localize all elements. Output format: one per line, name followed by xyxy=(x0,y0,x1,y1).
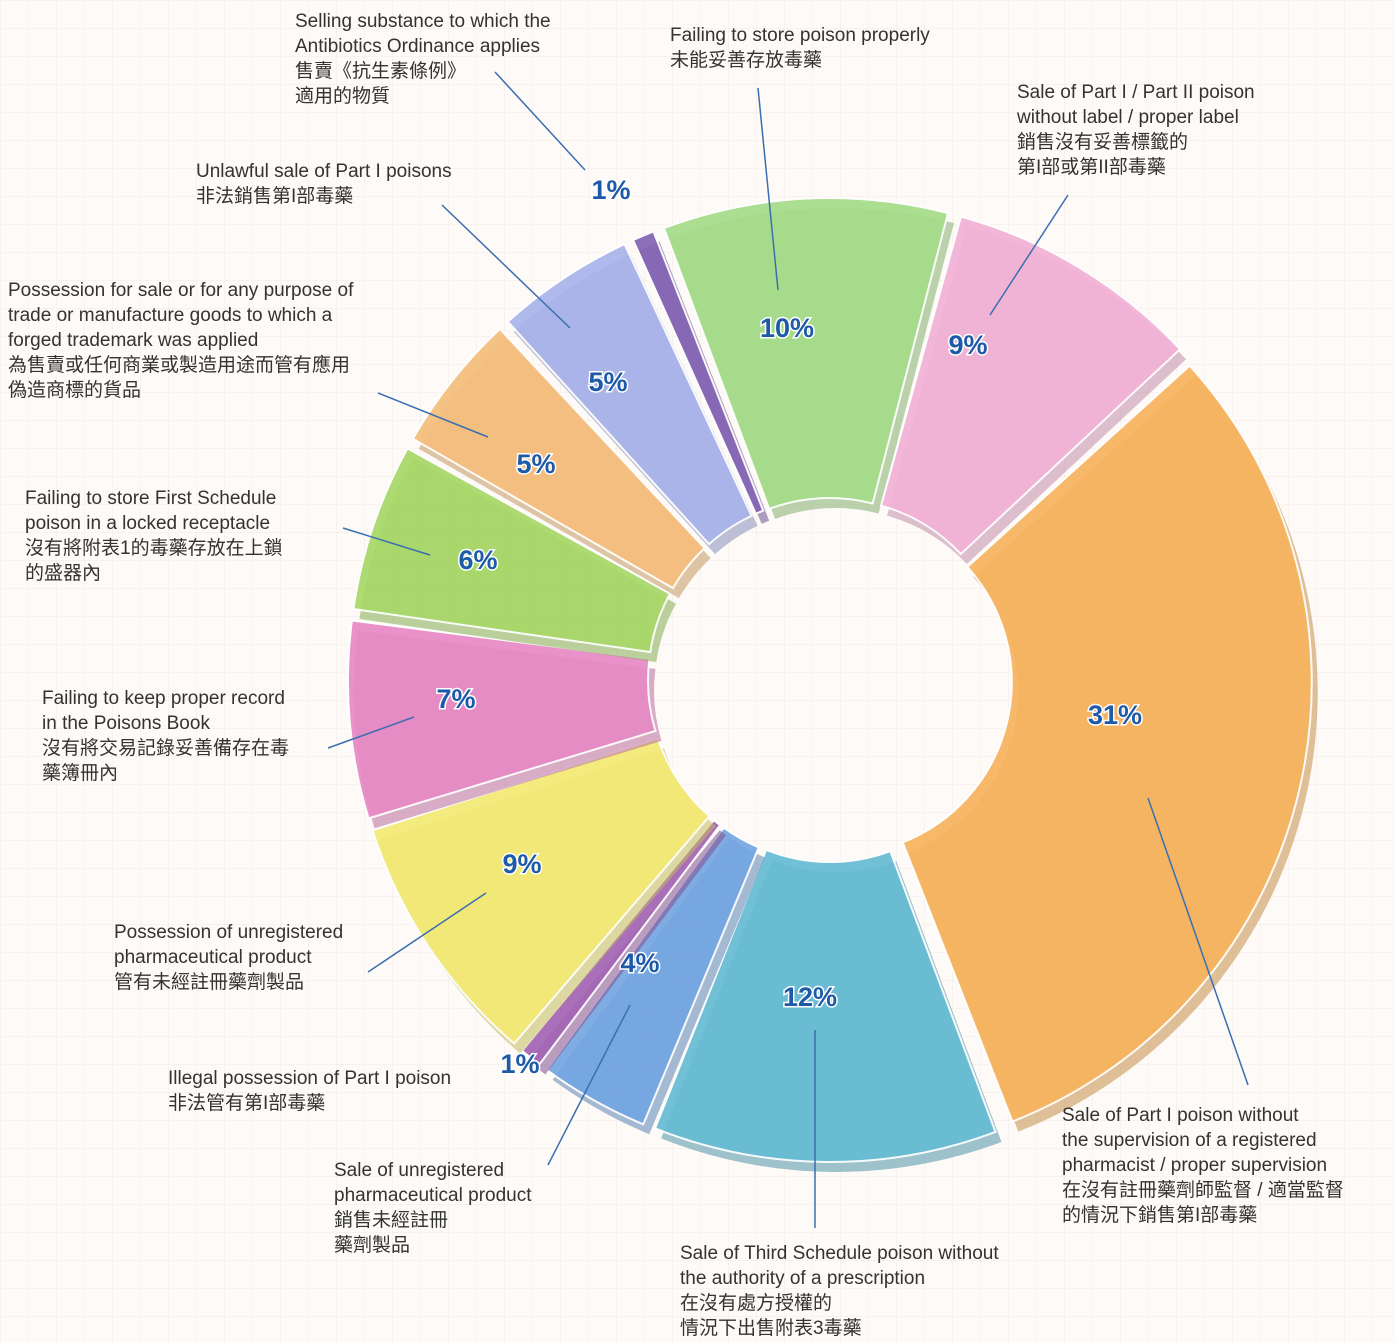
label-line: without label / proper label xyxy=(1016,107,1239,128)
segment-label: Sale of Third Schedule poison without the… xyxy=(680,1243,999,1339)
label-line: 情況下出售附表3毒藥 xyxy=(680,1317,862,1339)
label-line: 為售賣或任何商業或製造用途而管有應用 xyxy=(8,353,350,376)
label-line: 適用的物質 xyxy=(295,85,390,107)
label-line: 銷售沒有妥善標籤的 xyxy=(1017,131,1188,153)
segment xyxy=(631,230,765,516)
label-line: the supervision of a registered xyxy=(1062,1130,1317,1151)
label-line: 的盛器內 xyxy=(25,562,101,584)
label-line: 在沒有註冊藥劑師監督 / 適當監督 xyxy=(1062,1179,1344,1201)
value-label: 10% xyxy=(760,313,814,343)
segment-label: Possession of unregistered pharmaceutical… xyxy=(114,922,343,993)
leader-line xyxy=(377,392,489,438)
segment xyxy=(371,737,712,1046)
segment-label: Failing to store First Schedule poison in… xyxy=(25,488,283,584)
value-label: 12% xyxy=(783,982,837,1012)
label-line: pharmaceutical product xyxy=(114,947,312,968)
label-line: forged trademark was applied xyxy=(8,330,258,351)
label-line: 售賣《抗生素條例》 xyxy=(295,60,466,82)
segment-label: Sale of Part I / Part II poison without l… xyxy=(1016,82,1255,178)
leader-line xyxy=(1147,797,1249,1086)
label-line: pharmaceutical product xyxy=(334,1185,532,1206)
label-line: Possession of unregistered xyxy=(114,922,343,943)
segment xyxy=(352,447,672,654)
label-line: 在沒有處方授權的 xyxy=(680,1292,832,1314)
label-line: 藥簿冊內 xyxy=(42,762,118,784)
segment xyxy=(662,197,950,511)
value-label: 5% xyxy=(516,449,555,479)
label-line: trade or manufacture goods to which a xyxy=(8,305,333,326)
label-line: 管有未經註冊藥劑製品 xyxy=(114,971,304,993)
label-line: 非法管有第I部毒藥 xyxy=(168,1092,325,1114)
label-line: Unlawful sale of Part I poisons xyxy=(196,161,452,182)
leader-line xyxy=(441,204,571,329)
label-line: the authority of a prescription xyxy=(680,1268,925,1289)
leader-line xyxy=(327,716,415,749)
value-label: 31% xyxy=(1088,700,1142,730)
label-line: pharmacist / proper supervision xyxy=(1062,1155,1327,1176)
label-line: 偽造商標的貨品 xyxy=(8,379,141,401)
label-line: 的情況下銷售第I部毒藥 xyxy=(1062,1204,1257,1226)
label-line: 藥劑製品 xyxy=(334,1234,410,1256)
segment-label: Sale of unregistered pharmaceutical produ… xyxy=(334,1160,532,1256)
value-label: 9% xyxy=(948,330,987,360)
label-line: 沒有將交易記錄妥善備存在毒 xyxy=(42,737,289,759)
label-line: 非法銷售第I部毒藥 xyxy=(196,185,353,207)
label-line: Sale of Third Schedule poison without xyxy=(680,1243,999,1264)
label-line: 沒有將附表1的毒藥存放在上鎖 xyxy=(25,537,283,559)
segment-label: Illegal possession of Part I poison 非法管有第… xyxy=(168,1068,451,1114)
leader-line xyxy=(342,527,431,556)
leader-line xyxy=(367,892,487,973)
segment-label: Unlawful sale of Part I poisons 非法銷售第I部毒藥 xyxy=(196,161,452,207)
label-line: Failing to store First Schedule xyxy=(25,488,276,509)
segment xyxy=(520,818,722,1066)
value-label: 1% xyxy=(591,175,630,205)
label-line: 銷售未經註冊 xyxy=(334,1209,448,1231)
label-line: 未能妥善存放毒藥 xyxy=(670,49,822,71)
value-label: 1% xyxy=(500,1049,539,1079)
label-line: Sale of unregistered xyxy=(334,1160,504,1181)
value-label: 6% xyxy=(458,545,497,575)
label-line: Sale of Part I / Part II poison xyxy=(1017,82,1255,103)
segment xyxy=(411,327,707,590)
label-line: 第I部或第II部毒藥 xyxy=(1017,156,1166,178)
segment-label: Sale of Part I poison without the supervi… xyxy=(1062,1105,1344,1226)
value-label: 4% xyxy=(620,948,659,978)
segment xyxy=(347,619,657,820)
value-label: 7% xyxy=(436,684,475,714)
label-line: Sale of Part I poison without xyxy=(1062,1105,1299,1126)
label-line: poison in a locked receptacle xyxy=(25,513,270,534)
segment-label: Failing to store poison properly 未能妥善存放毒藥 xyxy=(670,25,930,71)
label-line: in the Poisons Book xyxy=(42,713,210,734)
segment-label: Possession for sale or for any purpose o… xyxy=(8,280,354,401)
label-line: Selling substance to which the xyxy=(295,11,551,32)
leader-line xyxy=(547,1004,631,1166)
leader-line xyxy=(494,71,586,171)
segment xyxy=(653,848,997,1163)
value-label: 5% xyxy=(588,367,627,397)
label-line: Failing to store poison properly xyxy=(670,25,930,46)
segment-label: Selling substance to which the Antibiotic… xyxy=(295,11,551,107)
value-label: 9% xyxy=(502,849,541,879)
segment xyxy=(879,215,1182,556)
label-line: Failing to keep proper record xyxy=(42,688,285,709)
leader-line xyxy=(757,87,779,291)
label-line: Antibiotics Ordinance applies xyxy=(295,36,540,57)
label-line: Illegal possession of Part I poison xyxy=(168,1068,451,1089)
label-line: Possession for sale or for any purpose o… xyxy=(8,280,354,301)
segment xyxy=(901,364,1313,1123)
leader-line xyxy=(989,194,1069,316)
segment-label: Failing to keep proper record in the Pois… xyxy=(42,688,289,784)
